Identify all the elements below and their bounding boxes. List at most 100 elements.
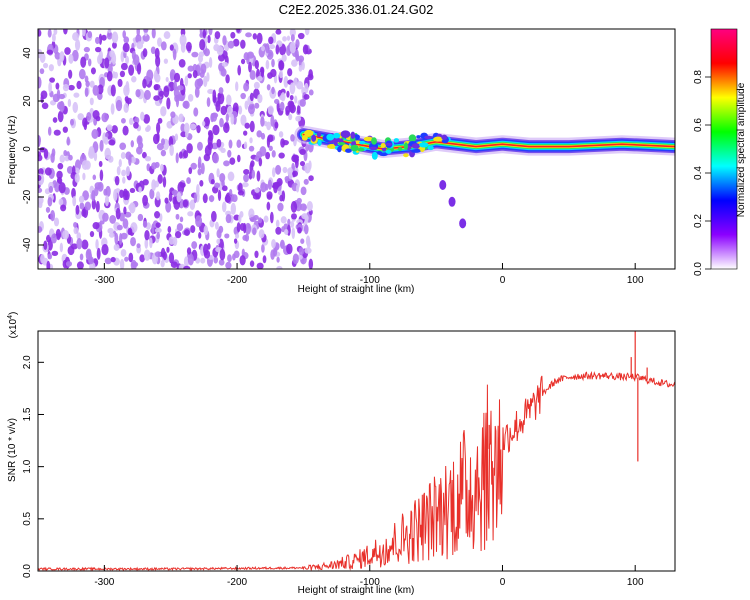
spectrogram-noise-speck (111, 125, 118, 134)
spectrogram-noise-speck (85, 249, 91, 261)
spectrogram-noise-speck (67, 98, 72, 108)
spectrogram-noise-speck (291, 227, 296, 240)
spectrogram-signal-blob (380, 142, 386, 149)
spectrogram-noise-speck (224, 194, 231, 203)
spectrogram-noise-speck (96, 247, 101, 260)
spectrogram-noise-speck (57, 162, 64, 170)
spectrogram-signal-blob (403, 142, 409, 151)
spectrogram-noise-speck (69, 118, 75, 126)
spectrogram-noise-speck (193, 107, 199, 117)
spectrogram-noise-speck (288, 172, 293, 180)
spectrogram-noise-speck (72, 165, 76, 176)
spectrogram-noise-speck (59, 51, 65, 62)
spectrogram-noise-speck (56, 170, 63, 180)
spectrogram-noise-speck (71, 187, 76, 199)
spectrogram-noise-speck (73, 221, 78, 228)
spectrogram-noise-speck (190, 162, 197, 170)
spectrogram-noise-speck (76, 237, 83, 250)
spectrogram-noise-speck (290, 213, 297, 220)
spectrogram-noise-speck (256, 32, 263, 45)
snr-plot-area (38, 331, 675, 571)
spectrogram-noise-speck (104, 195, 109, 207)
spectrogram-noise-speck (146, 125, 151, 132)
snr-x-tick-label: -100 (360, 577, 380, 588)
spectrogram-noise-speck (192, 70, 198, 79)
colorbar-tick-label: 0.4 (693, 166, 704, 180)
spectrogram-noise-speck (119, 189, 124, 199)
spectrogram-noise-speck (66, 136, 70, 146)
spectrogram-noise-speck (128, 204, 135, 211)
spectrogram-noise-speck (87, 58, 92, 67)
spectrogram-noise-speck (286, 243, 293, 255)
spectrogram-noise-speck (187, 253, 194, 266)
spectrogram-noise-speck (98, 33, 103, 45)
spectrogram-noise-speck (60, 204, 67, 212)
spectrogram-noise-speck (274, 98, 280, 105)
spectrogram-noise-speck (87, 30, 93, 39)
spectrogram-noise-speck (184, 75, 189, 87)
spectrogram-noise-speck (253, 214, 259, 221)
spectrogram-noise-speck (186, 143, 193, 154)
spectrogram-noise-speck (178, 113, 184, 123)
spectrogram-noise-speck (186, 177, 191, 185)
spectrogram-noise-speck (245, 32, 252, 38)
spectrogram-noise-speck (91, 190, 96, 202)
spectrogram-signal-blob (301, 135, 308, 141)
spectrogram-noise-speck (47, 253, 53, 260)
spectrogram-noise-speck (221, 179, 225, 187)
spectrogram-noise-speck (92, 85, 100, 96)
spectrogram-noise-speck (278, 60, 284, 70)
spectrogram-noise-speck (143, 114, 151, 124)
spectrogram-noise-speck (109, 50, 115, 58)
spectrogram-noise-speck (54, 51, 61, 60)
spectrogram-noise-speck (225, 113, 229, 122)
spectrogram-noise-speck (223, 122, 230, 134)
spectrogram-noise-speck (53, 217, 60, 227)
spectrogram-noise-speck (235, 233, 240, 239)
spectrogram-noise-speck (107, 155, 114, 163)
spectrogram-noise-speck (129, 187, 136, 194)
spectrogram-noise-speck (136, 243, 141, 249)
spectrogram-marks (38, 29, 675, 269)
snr-y-tick-label: 0.5 (22, 511, 33, 525)
spectrogram-noise-speck (160, 138, 166, 146)
spectrogram-noise-speck (58, 198, 64, 206)
snr-x-tick-label: -200 (227, 577, 247, 588)
spectrogram-noise-speck (46, 49, 54, 55)
spectrogram-noise-speck (48, 81, 52, 93)
spectrogram-noise-speck (207, 35, 211, 44)
spectrogram-noise-speck (261, 243, 265, 253)
snr-x-label: Height of straight line (km) (298, 585, 415, 596)
spectrogram-noise-speck (227, 149, 232, 158)
spectrogram-noise-speck (131, 50, 136, 60)
spectrogram-noise-speck (101, 34, 107, 41)
spectrogram-noise-speck (199, 39, 206, 51)
spectrogram-noise-speck (95, 36, 100, 45)
spectrogram-noise-speck (210, 178, 215, 185)
spectrogram-noise-speck (89, 80, 95, 88)
spectrogram-noise-speck (135, 89, 141, 98)
snr-panel: -300 -200 -100 0 100 0.0 0.5 1.0 1.5 2.0 Height … (7, 312, 676, 596)
spectrogram-noise-speck (185, 129, 189, 138)
spectrogram-noise-speck (120, 232, 128, 240)
spectrogram-noise-speck (296, 197, 302, 204)
spectrogram-noise-speck (120, 249, 127, 257)
spectrogram-noise-speck (119, 70, 126, 78)
spectrogram-noise-speck (196, 184, 200, 195)
spectrogram-noise-speck (155, 191, 161, 201)
spectrogram-noise-speck (48, 185, 54, 193)
spectrogram-noise-speck (240, 92, 246, 100)
spectrogram-noise-speck (149, 188, 155, 200)
colorbar-swatch (710, 28, 738, 270)
spectrogram-noise-speck (200, 257, 206, 264)
spectrogram-noise-speck (153, 95, 160, 101)
spectrogram-noise-speck (52, 33, 56, 43)
spectrogram-noise-speck (303, 224, 309, 235)
spectrogram-noise-speck (136, 29, 140, 37)
colorbar-tick-label: 0.2 (693, 214, 704, 228)
spectrogram-noise-speck (195, 215, 203, 228)
spectrogram-noise-speck (89, 230, 95, 238)
spectrogram-noise-speck (120, 118, 126, 124)
spectrogram-noise-speck (66, 165, 74, 174)
spectrogram-noise-speck (243, 173, 249, 183)
